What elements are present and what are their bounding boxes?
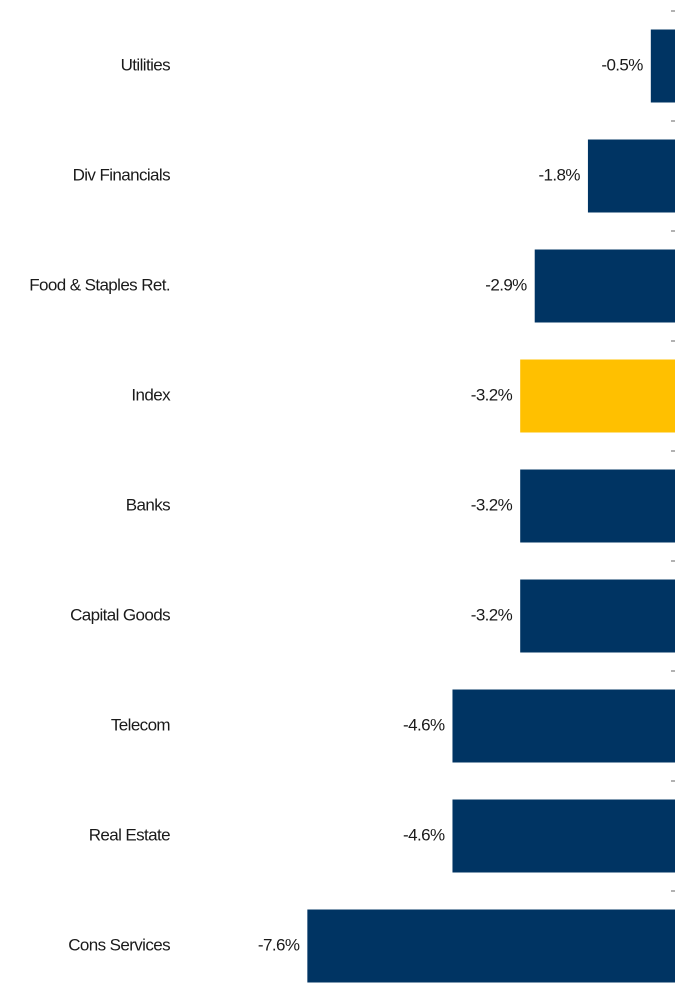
category-label: Div Financials xyxy=(73,165,171,184)
bar xyxy=(520,469,675,543)
value-label: -3.2% xyxy=(471,385,513,404)
category-label: Cons Services xyxy=(68,935,170,954)
bar xyxy=(534,249,675,323)
value-label: -4.6% xyxy=(403,825,445,844)
value-label: -1.8% xyxy=(539,165,581,184)
bar xyxy=(520,359,675,433)
value-label: -4.6% xyxy=(403,715,445,734)
category-label: Utilities xyxy=(121,55,170,74)
value-label: -3.2% xyxy=(471,605,513,624)
bar xyxy=(452,799,675,873)
value-label: -2.9% xyxy=(485,275,527,294)
category-label: Telecom xyxy=(111,715,171,734)
category-label: Capital Goods xyxy=(70,605,170,624)
category-label: Food & Staples Ret. xyxy=(29,275,170,294)
value-label: -0.5% xyxy=(601,55,643,74)
bar xyxy=(520,579,675,653)
bar xyxy=(587,139,675,213)
value-label: -3.2% xyxy=(471,495,513,514)
category-label: Index xyxy=(131,385,171,404)
category-label: Real Estate xyxy=(89,825,170,844)
bar xyxy=(650,29,675,103)
bar xyxy=(452,689,675,763)
bar xyxy=(307,909,675,983)
category-label: Banks xyxy=(126,495,170,514)
value-label: -7.6% xyxy=(258,935,300,954)
